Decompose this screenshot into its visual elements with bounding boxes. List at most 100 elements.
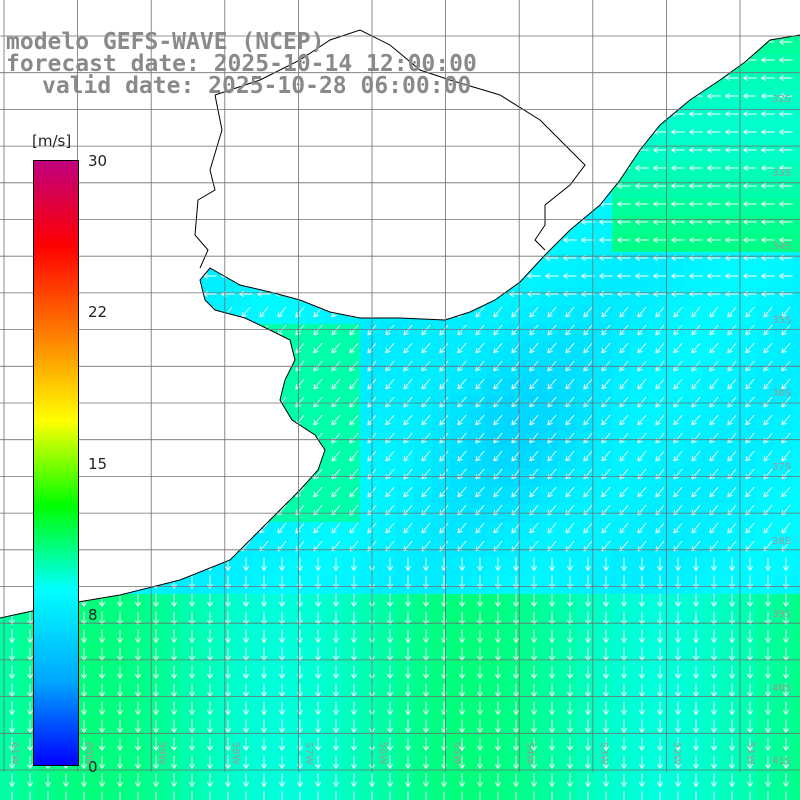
- wind-arrow: [225, 629, 231, 643]
- wind-arrow: [783, 755, 789, 769]
- wind-arrow: [423, 557, 429, 571]
- wind-cell: [324, 792, 343, 800]
- wind-arrow: [241, 306, 251, 318]
- wind-cell: [378, 774, 397, 793]
- wind-cell: [108, 684, 127, 703]
- wind-cell: [720, 666, 739, 685]
- wind-arrow: [603, 737, 609, 751]
- wind-cell: [432, 558, 451, 577]
- wind-cell: [144, 720, 163, 739]
- wind-cell: [234, 774, 253, 793]
- wind-cell: [666, 576, 685, 595]
- wind-cell: [522, 594, 541, 613]
- wind-arrow: [243, 683, 249, 697]
- wind-arrow: [761, 183, 775, 189]
- wind-cell: [738, 792, 757, 800]
- wind-arrow: [727, 522, 737, 534]
- wind-cell: [234, 648, 253, 667]
- wind-arrow: [601, 306, 611, 318]
- wind-arrow: [765, 737, 771, 751]
- wind-cell: [774, 162, 793, 181]
- wind-cell: [432, 756, 451, 775]
- wind-arrow: [655, 450, 665, 462]
- wind-cell: [756, 216, 775, 235]
- wind-cell: [630, 612, 649, 631]
- wind-cell: [630, 216, 649, 235]
- wind-cell: [504, 666, 523, 685]
- wind-cell: [306, 774, 325, 793]
- wind-cell: [450, 738, 469, 757]
- wind-cell: [126, 720, 145, 739]
- wind-cell: [360, 738, 379, 757]
- forecast-date: forecast date: 2025-10-14 12:00:00: [6, 51, 477, 77]
- wind-arrow: [511, 450, 521, 462]
- wind-arrow: [603, 755, 609, 769]
- wind-arrow: [743, 183, 757, 189]
- wind-arrow: [779, 39, 793, 45]
- lon-label: 55W: [450, 742, 462, 765]
- wind-cell: [0, 792, 19, 800]
- wind-cell: [162, 792, 181, 800]
- wind-cell: [198, 594, 217, 613]
- wind-cell: [252, 576, 271, 595]
- wind-arrow: [189, 755, 195, 769]
- wind-cell: [684, 144, 703, 163]
- wind-arrow: [261, 737, 267, 751]
- wind-cell: [540, 594, 559, 613]
- wind-cell: [288, 738, 307, 757]
- wind-cell: [180, 630, 199, 649]
- wind-arrow: [333, 557, 339, 571]
- wind-arrow: [349, 414, 359, 426]
- wind-arrow: [135, 683, 141, 697]
- wind-cell: [468, 792, 487, 800]
- wind-cell: [756, 702, 775, 721]
- wind-arrow: [313, 486, 323, 498]
- wind-cell: [288, 792, 307, 800]
- wind-arrow: [117, 719, 123, 733]
- wind-arrow: [315, 611, 321, 625]
- wind-arrow: [495, 611, 501, 625]
- lat-label: 40S: [772, 682, 792, 694]
- wind-arrow: [529, 522, 539, 534]
- wind-arrow: [315, 557, 321, 571]
- wind-arrow: [779, 93, 793, 99]
- wind-cell: [792, 234, 800, 253]
- wind-arrow: [743, 75, 757, 81]
- wind-cell: [792, 720, 800, 739]
- wind-arrow: [495, 755, 501, 769]
- lat-lon-grid: [0, 0, 800, 772]
- wind-arrow: [745, 486, 755, 498]
- wind-cell: [414, 738, 433, 757]
- wind-cell: [666, 666, 685, 685]
- wind-arrow: [27, 773, 33, 787]
- wind-arrow: [585, 593, 591, 607]
- wind-arrow: [745, 522, 755, 534]
- wind-cell: [306, 594, 325, 613]
- wind-arrow: [351, 665, 357, 679]
- wind-arrow: [743, 273, 757, 279]
- wind-cell: [792, 486, 800, 505]
- wind-cell: [180, 594, 199, 613]
- wind-arrow: [331, 342, 341, 354]
- wind-cell: [396, 612, 415, 631]
- wind-arrow: [531, 593, 537, 607]
- wind-arrow: [261, 719, 267, 733]
- wind-cell: [306, 702, 325, 721]
- wind-arrow: [189, 683, 195, 697]
- wind-cell: [666, 558, 685, 577]
- wind-arrow: [693, 737, 699, 751]
- wind-arrow: [619, 486, 629, 498]
- wind-cell: [702, 558, 721, 577]
- wind-cell: [468, 666, 487, 685]
- wind-cell: [576, 774, 595, 793]
- wind-arrow: [207, 665, 213, 679]
- wind-cell: [198, 648, 217, 667]
- wind-arrow: [711, 665, 717, 679]
- wind-arrow: [583, 306, 593, 318]
- wind-arrow: [243, 719, 249, 733]
- wind-arrow: [477, 557, 483, 571]
- wind-arrow: [529, 378, 539, 390]
- wind-cell: [756, 648, 775, 667]
- wind-cell: [612, 288, 631, 307]
- wind-cell: [288, 594, 307, 613]
